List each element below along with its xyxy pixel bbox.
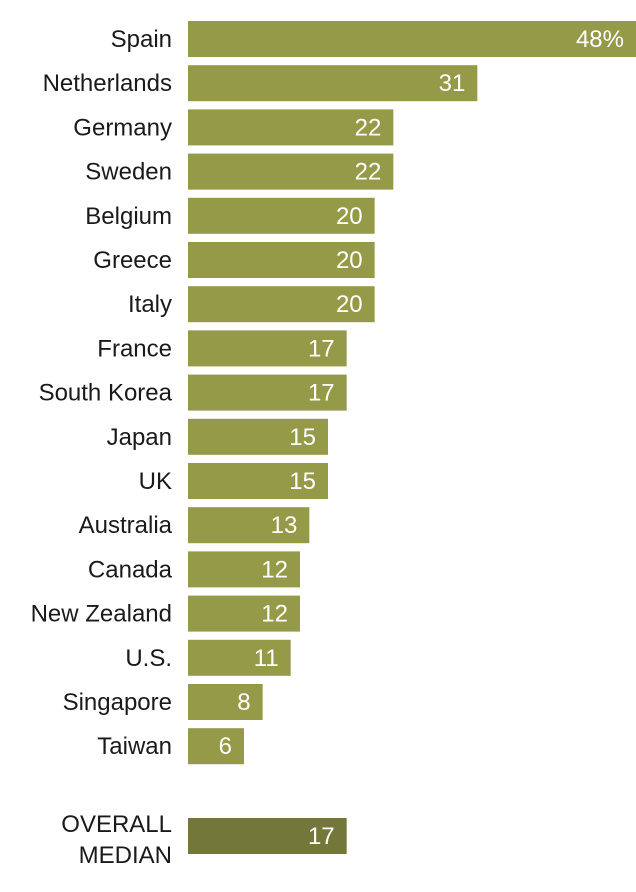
value-label: 12: [261, 601, 288, 628]
bar-u-s-: [188, 639, 291, 676]
category-label: Singapore: [63, 689, 172, 716]
value-label: 48%: [576, 26, 624, 53]
bar-greece: [188, 242, 375, 278]
bar-italy: [188, 286, 375, 323]
bar-germany: [188, 109, 394, 146]
bar-canada: [188, 551, 300, 588]
median-value-label: 17: [308, 823, 335, 850]
bar-australia: [188, 507, 310, 544]
value-label: 17: [308, 335, 335, 362]
bar-uk: [188, 463, 328, 499]
value-label: 13: [271, 512, 298, 539]
category-label: Canada: [88, 556, 173, 583]
value-label: 11: [254, 645, 279, 672]
category-label: New Zealand: [31, 601, 172, 628]
bar-overall-median: [188, 818, 347, 854]
category-label: Italy: [128, 291, 172, 318]
value-label: 20: [336, 291, 363, 318]
value-label: 15: [289, 424, 316, 451]
median-label-line: OVERALL: [61, 811, 172, 838]
value-label: 15: [289, 468, 316, 495]
bar-taiwan: [188, 728, 244, 765]
category-label: Greece: [93, 247, 172, 274]
bar-japan: [188, 418, 328, 455]
category-label: Taiwan: [97, 733, 172, 760]
bar-singapore: [188, 684, 263, 720]
bar-netherlands: [188, 65, 478, 102]
bar-south-korea: [188, 374, 347, 411]
bar-spain: [188, 21, 636, 57]
median-label-line: MEDIAN: [79, 842, 172, 869]
value-label: 20: [336, 247, 363, 274]
category-label: Belgium: [85, 203, 172, 230]
value-label: 22: [355, 114, 382, 141]
value-label: 20: [336, 203, 363, 230]
category-label: South Korea: [39, 380, 173, 407]
value-label: 22: [355, 159, 382, 186]
value-label: 12: [261, 556, 288, 583]
value-label: 31: [439, 70, 466, 97]
category-label: Netherlands: [43, 70, 172, 97]
value-label: 17: [308, 380, 335, 407]
value-label: 6: [219, 733, 232, 760]
category-label: Spain: [111, 26, 172, 53]
category-label: U.S.: [125, 645, 172, 672]
category-label: France: [97, 335, 172, 362]
category-label: Japan: [107, 424, 172, 451]
category-label: UK: [139, 468, 172, 495]
bar-sweden: [188, 153, 394, 190]
bar-belgium: [188, 197, 375, 234]
category-label: Sweden: [85, 159, 172, 186]
value-label: 8: [237, 689, 250, 716]
bar-france: [188, 330, 347, 367]
bar-new-zealand: [188, 595, 300, 632]
category-label: Australia: [79, 512, 173, 539]
category-label: Germany: [73, 114, 172, 141]
